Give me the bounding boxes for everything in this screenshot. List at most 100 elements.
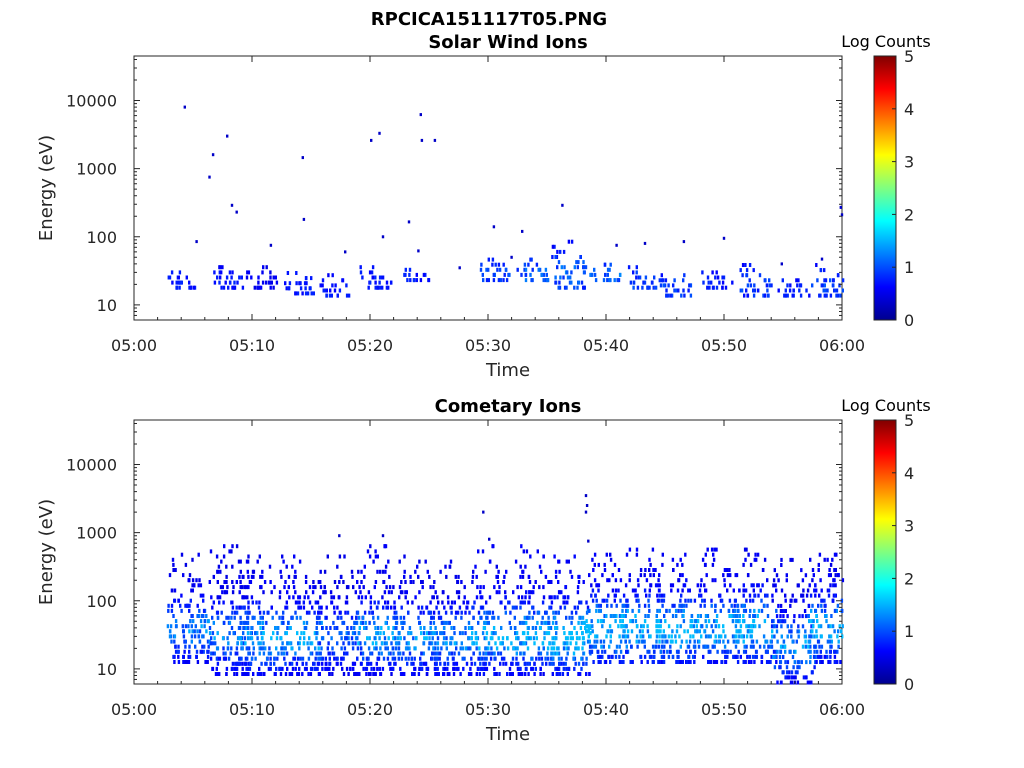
solar-wind-x-tick-label: 06:00 bbox=[819, 336, 865, 355]
cometary-cell bbox=[569, 569, 572, 574]
cometary-cell bbox=[347, 636, 350, 641]
solar-wind-cell bbox=[272, 275, 275, 280]
cometary-cell bbox=[582, 651, 585, 656]
cometary-cell bbox=[833, 654, 837, 659]
solar-wind-cell bbox=[593, 272, 597, 277]
cometary-cell bbox=[720, 598, 724, 603]
cometary-cell bbox=[579, 615, 582, 620]
cometary-cell bbox=[671, 583, 675, 588]
cometary-cell bbox=[656, 583, 659, 588]
cometary-cell bbox=[640, 639, 644, 644]
cometary-cell bbox=[827, 588, 831, 593]
cometary-cell bbox=[373, 600, 376, 605]
cometary-cell bbox=[543, 620, 546, 625]
cometary-cell bbox=[569, 636, 572, 641]
solar-wind-cell bbox=[573, 265, 576, 270]
cometary-cell bbox=[506, 672, 509, 676]
cometary-cell bbox=[818, 593, 821, 598]
cometary-cell bbox=[323, 585, 326, 590]
cometary-cell bbox=[521, 574, 525, 579]
cometary-point bbox=[585, 504, 589, 507]
cometary-cell bbox=[291, 564, 294, 569]
cometary-cell bbox=[800, 568, 803, 573]
cometary-cell bbox=[795, 639, 798, 644]
cometary-cell bbox=[319, 595, 322, 600]
cometary-cell bbox=[624, 634, 627, 639]
cometary-cell bbox=[244, 641, 247, 646]
solar-wind-cell bbox=[524, 267, 528, 272]
cometary-cell bbox=[469, 646, 472, 651]
cometary-cell bbox=[167, 608, 170, 613]
cometary-cell bbox=[359, 661, 363, 666]
cometary-cell bbox=[375, 631, 378, 636]
cometary-cell bbox=[507, 600, 510, 605]
cometary-cell bbox=[712, 557, 716, 562]
solar-wind-cell bbox=[359, 265, 362, 270]
solar-wind-cell bbox=[577, 260, 580, 265]
solar-wind-cell bbox=[558, 285, 562, 290]
cometary-cell bbox=[388, 585, 392, 590]
cometary-cell bbox=[281, 615, 285, 620]
solar-wind-cell bbox=[706, 275, 710, 280]
cometary-data-marks bbox=[166, 494, 845, 685]
cometary-cell bbox=[368, 610, 371, 615]
solar-wind-cell bbox=[227, 285, 230, 290]
cometary-cell bbox=[254, 656, 257, 661]
solar-wind-cell bbox=[563, 285, 567, 290]
cometary-cell bbox=[493, 666, 496, 671]
cometary-cell bbox=[772, 583, 775, 588]
cometary-cell bbox=[747, 660, 751, 664]
solar-wind-cell bbox=[321, 283, 324, 288]
cometary-cell bbox=[612, 614, 615, 618]
cometary-cell bbox=[760, 608, 764, 613]
cometary-cluster bbox=[620, 547, 666, 664]
cometary-cell bbox=[649, 562, 652, 567]
cometary-cell bbox=[521, 600, 525, 605]
cometary-cell bbox=[294, 651, 297, 656]
solar-wind-cell bbox=[295, 281, 298, 286]
cometary-cell bbox=[389, 651, 392, 656]
cometary-cell bbox=[773, 568, 776, 573]
cometary-cell bbox=[478, 646, 481, 651]
solar-wind-cell bbox=[299, 286, 303, 291]
cometary-cell bbox=[577, 646, 580, 651]
cometary-cell bbox=[332, 666, 335, 671]
cometary-cell bbox=[585, 656, 588, 661]
solar-wind-cell bbox=[403, 272, 406, 277]
cometary-cell bbox=[648, 634, 651, 639]
cometary-cell bbox=[299, 656, 302, 661]
cometary-cell bbox=[225, 666, 229, 671]
cometary-cell bbox=[256, 631, 259, 636]
cometary-cell bbox=[285, 651, 289, 656]
cometary-cell bbox=[826, 639, 830, 644]
cometary-cell bbox=[721, 660, 724, 664]
cometary-cell bbox=[557, 580, 560, 584]
cometary-cell bbox=[486, 615, 489, 620]
solar-wind-cell bbox=[553, 244, 556, 249]
cometary-cell bbox=[525, 666, 528, 671]
cometary-cell bbox=[284, 605, 287, 610]
solar-wind-x-tick-label: 05:10 bbox=[229, 336, 275, 355]
cometary-cell bbox=[459, 646, 462, 651]
cometary-cell bbox=[572, 656, 575, 661]
cometary-cell bbox=[241, 672, 244, 676]
cometary-colorbar-tick-label: 0 bbox=[904, 675, 914, 694]
cometary-cell bbox=[804, 573, 808, 578]
solar-wind-cell bbox=[752, 268, 755, 273]
cometary-cell bbox=[363, 610, 367, 615]
cometary-cell bbox=[444, 564, 447, 569]
cometary-cell bbox=[208, 580, 211, 584]
cometary-cell bbox=[647, 603, 651, 608]
cometary-cell bbox=[820, 660, 823, 664]
cometary-cell bbox=[526, 615, 529, 620]
cometary-cell bbox=[387, 626, 390, 630]
cometary-cell bbox=[785, 578, 788, 583]
cometary-cell bbox=[392, 646, 395, 651]
solar-wind-point bbox=[417, 249, 420, 253]
cometary-cell bbox=[392, 651, 395, 656]
cometary-cell bbox=[625, 603, 629, 608]
cometary-cell bbox=[315, 620, 319, 625]
cometary-cell bbox=[431, 595, 434, 600]
cometary-cell bbox=[546, 656, 550, 661]
cometary-cell bbox=[726, 573, 730, 578]
